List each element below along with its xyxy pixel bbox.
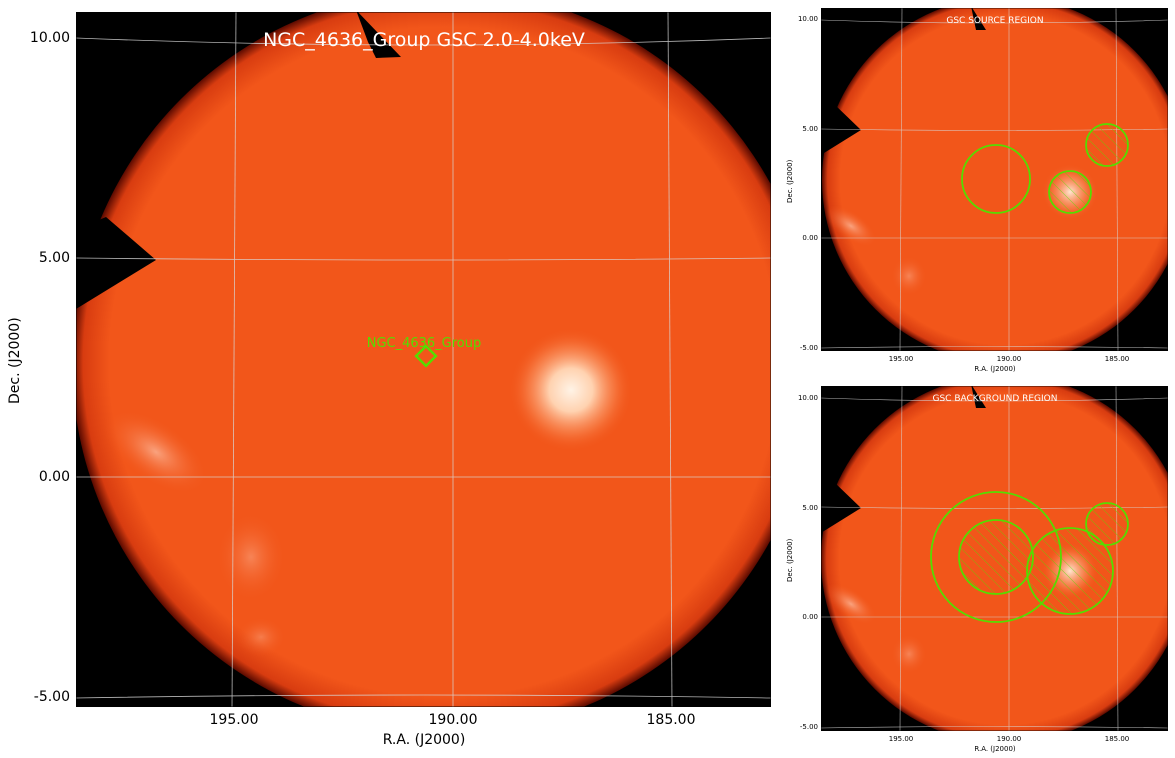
background-annulus-inner <box>958 519 1034 595</box>
src-xtick-3: 185.00 <box>1104 355 1130 363</box>
src-ytick-1: 10.00 <box>797 15 818 23</box>
bright-source <box>509 328 633 452</box>
sky-disk <box>76 12 771 707</box>
bg-xtick-1: 195.00 <box>888 735 914 743</box>
src-ylabel: Dec. (J2000) <box>786 159 794 203</box>
main-xtick-2: 190.00 <box>428 712 478 728</box>
bg-ytick-4: -5.00 <box>799 723 818 731</box>
src-xtick-1: 195.00 <box>888 355 914 363</box>
background-region-panel: GSC BACKGROUND REGION <box>820 385 1169 732</box>
source-panel-title: GSC SOURCE REGION <box>946 16 1043 26</box>
source-region-panel: GSC SOURCE REGION <box>820 7 1169 352</box>
src-xtick-2: 190.00 <box>996 355 1022 363</box>
source-region-circle <box>961 144 1031 214</box>
src-ytick-4: -5.00 <box>799 344 818 352</box>
src-ytick-2: 5.00 <box>802 125 818 133</box>
excluded-region-circle <box>1085 123 1129 167</box>
src-xlabel: R.A. (J2000) <box>974 365 1016 373</box>
bg-ytick-2: 5.00 <box>802 504 818 512</box>
excluded-region-circle <box>1085 502 1129 546</box>
bg-ylabel: Dec. (J2000) <box>786 538 794 582</box>
main-ylabel: Dec. (J2000) <box>7 317 23 404</box>
main-ytick-2: 5.00 <box>38 250 70 266</box>
main-title: NGC_4636_Group GSC 2.0-4.0keV <box>263 29 585 51</box>
bg-xtick-3: 185.00 <box>1104 735 1130 743</box>
source-label: NGC_4636_Group <box>367 336 482 351</box>
main-ytick-1: 10.00 <box>29 30 70 46</box>
bg-xlabel: R.A. (J2000) <box>974 745 1016 753</box>
source-sky-image: GSC SOURCE REGION <box>820 7 1169 352</box>
background-panel-title: GSC BACKGROUND REGION <box>933 394 1058 404</box>
excluded-region-circle <box>1026 527 1114 615</box>
bg-ytick-1: 10.00 <box>797 394 818 402</box>
main-ytick-3: 0.00 <box>38 469 70 485</box>
excluded-region-circle <box>1048 170 1092 214</box>
bg-xtick-2: 190.00 <box>996 735 1022 743</box>
source-marker <box>414 344 438 368</box>
coordinate-grid <box>76 12 771 707</box>
src-ytick-3: 0.00 <box>802 234 818 242</box>
notch-left <box>76 217 156 309</box>
main-sky-image: NGC_4636_Group NGC_4636_Group GSC 2.0-4.… <box>75 11 772 708</box>
main-ytick-4: -5.00 <box>33 689 70 705</box>
main-panel: NGC_4636_Group NGC_4636_Group GSC 2.0-4.… <box>75 11 772 708</box>
bg-ytick-3: 0.00 <box>802 613 818 621</box>
main-xtick-3: 185.00 <box>646 712 696 728</box>
main-xtick-1: 195.00 <box>209 712 259 728</box>
main-xlabel: R.A. (J2000) <box>382 732 466 748</box>
notch-top <box>356 12 401 58</box>
background-sky-image: GSC BACKGROUND REGION <box>820 385 1169 732</box>
